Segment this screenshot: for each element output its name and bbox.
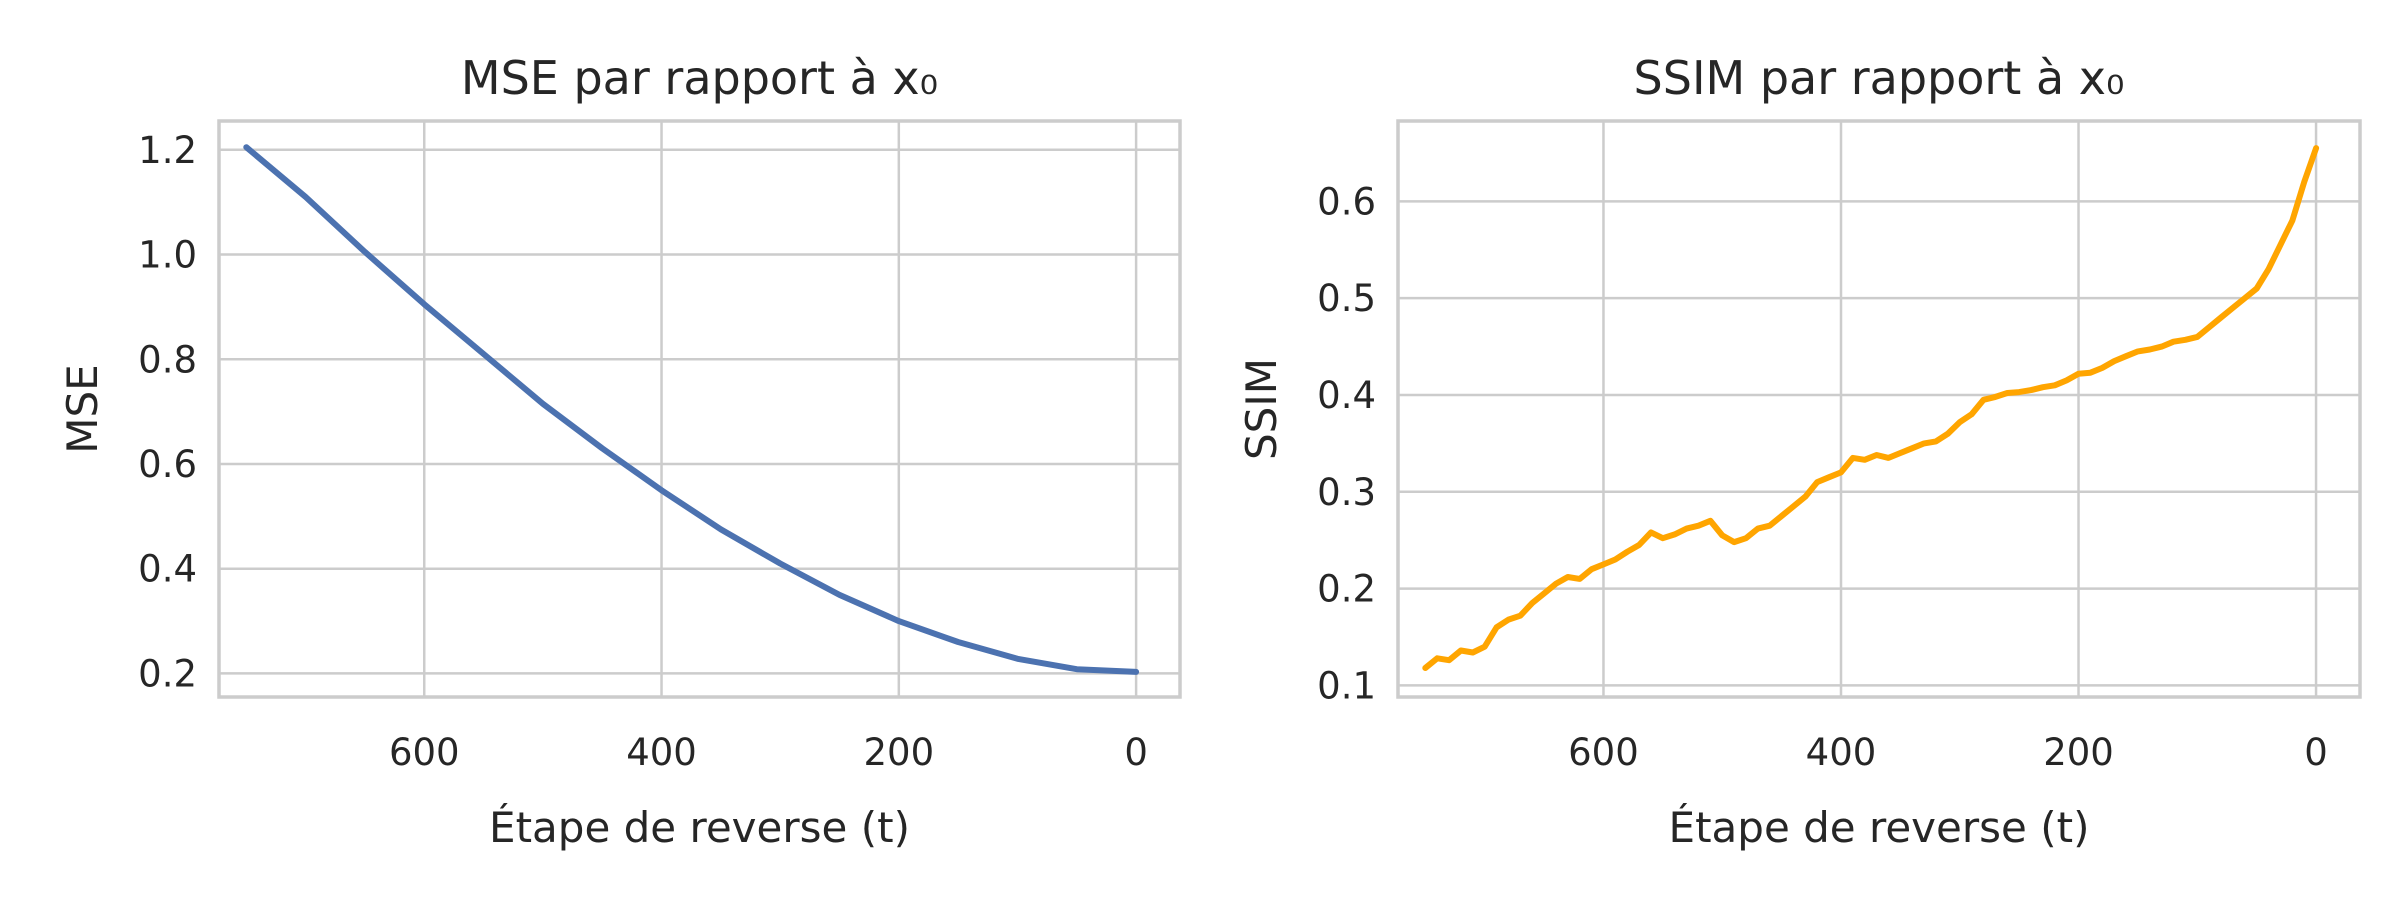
mse-x-tick-label: 0 [1124, 731, 1148, 774]
ssim-y-tick-label: 0.2 [1317, 568, 1376, 611]
mse-grid [219, 121, 1180, 697]
ssim-chart: 600 400 200 0 0.1 0.2 0.3 0.4 0.5 0.6 SSIM par ra… [1237, 51, 2362, 852]
ssim-grid [1398, 121, 2360, 697]
ssim-x-tick-label: 200 [2043, 731, 2114, 774]
mse-x-axis-label: Étape de reverse (t) [489, 802, 910, 852]
mse-x-tick-label: 400 [626, 731, 697, 774]
ssim-x-axis-label: Étape de reverse (t) [1669, 802, 2090, 852]
mse-y-tick-label: 1.2 [138, 129, 197, 172]
mse-x-tick-label: 600 [389, 731, 460, 774]
ssim-plot-frame [1396, 119, 2362, 699]
mse-x-tick-label: 200 [864, 731, 935, 774]
mse-tick-labels: 600 400 200 0 0.2 0.4 0.6 0.8 1.0 1.2 [138, 129, 1148, 774]
mse-plot-frame [217, 119, 1182, 699]
mse-y-tick-label: 0.4 [138, 548, 197, 591]
mse-chart-title: MSE par rapport à x₀ [461, 51, 938, 105]
mse-y-axis-label: MSE [58, 364, 107, 453]
ssim-y-tick-label: 0.6 [1317, 180, 1376, 223]
ssim-series [1422, 145, 2320, 671]
ssim-x-tick-label: 400 [1806, 731, 1877, 774]
ssim-x-tick-label: 0 [2304, 731, 2328, 774]
ssim-line-series [1422, 145, 2320, 671]
ssim-y-tick-label: 0.3 [1317, 471, 1376, 514]
ssim-chart-title: SSIM par rapport à x₀ [1634, 51, 2125, 105]
mse-y-tick-label: 0.2 [138, 652, 197, 695]
ssim-y-tick-label: 0.5 [1317, 277, 1376, 320]
ssim-y-tick-label: 0.1 [1317, 664, 1376, 707]
ssim-tick-labels: 600 400 200 0 0.1 0.2 0.3 0.4 0.5 0.6 [1317, 180, 2328, 774]
ssim-x-tick-label: 600 [1568, 731, 1639, 774]
mse-chart: 600 400 200 0 0.2 0.4 0.6 0.8 1.0 1.2 MSE par rap… [58, 51, 1182, 852]
mse-y-tick-label: 0.8 [138, 338, 197, 381]
mse-y-tick-label: 1.0 [138, 234, 197, 277]
mse-y-tick-label: 0.6 [138, 443, 197, 486]
mse-series [243, 144, 1140, 675]
mse-line-series [243, 144, 1140, 675]
ssim-y-axis-label: SSIM [1237, 358, 1286, 460]
ssim-y-tick-label: 0.4 [1317, 374, 1376, 417]
